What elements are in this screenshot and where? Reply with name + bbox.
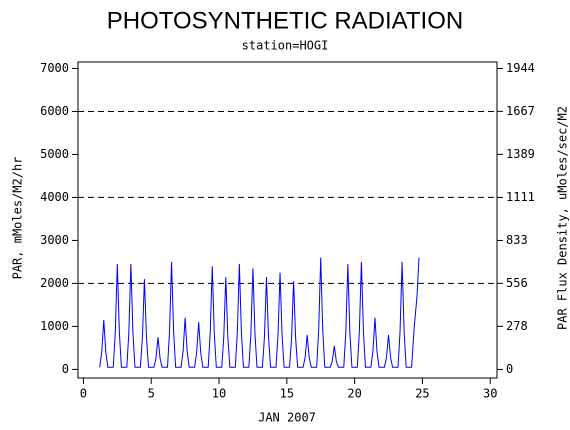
x-tick-label: 15 [280, 387, 294, 401]
y-tick-label: 3000 [40, 233, 69, 247]
chart-subtitle: station=HOGI [242, 39, 329, 53]
x-tick-label: 5 [148, 387, 155, 401]
y2-tick-label: 556 [506, 276, 528, 290]
x-axis-label: JAN 2007 [258, 411, 316, 425]
y2-tick-label: 278 [506, 319, 528, 333]
y-tick-label: 6000 [40, 104, 69, 118]
x-tick-label: 10 [212, 387, 226, 401]
y2-tick-label: 1944 [506, 61, 535, 75]
y-axis-label: PAR, mMoles/M2/hr [11, 157, 25, 280]
x-tick-label: 0 [80, 387, 87, 401]
y2-tick-label: 1667 [506, 104, 535, 118]
y2-tick-label: 833 [506, 233, 528, 247]
plot-frame [77, 61, 498, 379]
y2-axis-label: PAR Flux Density, uMoles/sec/M2 [556, 106, 570, 330]
y2-tick-label: 0 [506, 362, 513, 376]
data-line [99, 257, 420, 368]
y-tick-label: 4000 [40, 190, 69, 204]
y-tick-label: 5000 [40, 147, 69, 161]
x-tick-label: 25 [415, 387, 429, 401]
chart-title: PHOTOSYNTHETIC RADIATION [107, 7, 463, 34]
x-tick-label: 30 [483, 387, 497, 401]
y-tick-label: 2000 [40, 276, 69, 290]
y-tick-label: 0 [62, 362, 69, 376]
y-tick-label: 1000 [40, 319, 69, 333]
y2-tick-label: 1389 [506, 147, 535, 161]
y-tick-label: 7000 [40, 61, 69, 75]
y2-tick-label: 1111 [506, 190, 535, 204]
x-tick-label: 20 [347, 387, 361, 401]
